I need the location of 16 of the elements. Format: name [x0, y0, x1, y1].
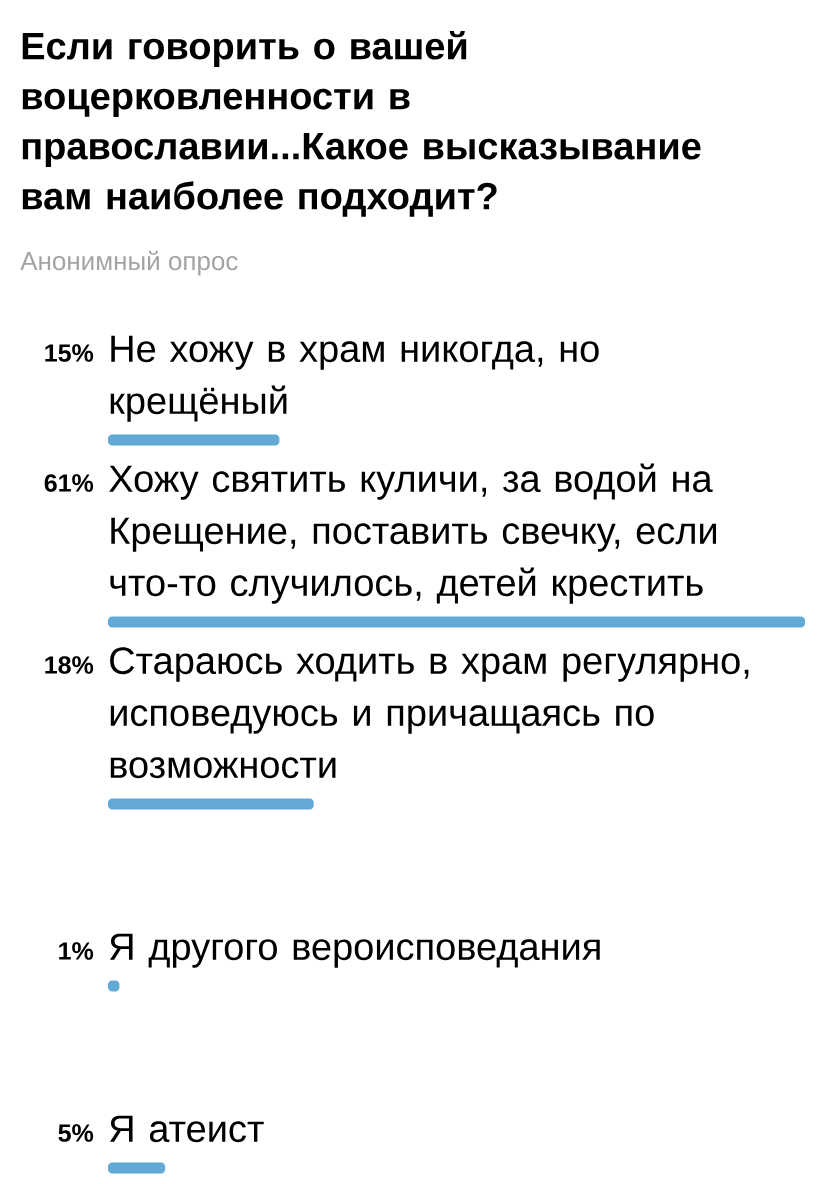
data-label: 5% — [58, 1124, 94, 1142]
chart-subtitle: Анонимный опрос — [20, 250, 238, 276]
y-tick-label: Я атеист — [109, 1115, 264, 1143]
bar — [108, 616, 805, 628]
data-label: 61% — [44, 474, 94, 492]
chart-title: Если говорить о вашей воцерковленности в православии...Какое высказывание вам наиболее подходит? — [22, 30, 701, 217]
data-label: 1% — [59, 942, 94, 960]
y-tick-label: Хожу святить куличи, за водой на Крещение, поставить свечку, если что-то случилось, детей крестить — [109, 463, 717, 604]
y-tick-label: Я другого вероисповедания — [109, 933, 600, 968]
data-label: 15% — [45, 344, 94, 362]
bar — [108, 434, 280, 446]
bar — [108, 798, 314, 810]
data-label: 18% — [45, 656, 94, 674]
bar — [108, 1162, 166, 1174]
y-tick-label: Не хожу в храм никогда, но крещёный — [110, 335, 599, 422]
y-tick-label: Стараюсь ходить в храм регулярно, исповедуюсь и причащаясь по возможности — [110, 647, 749, 779]
